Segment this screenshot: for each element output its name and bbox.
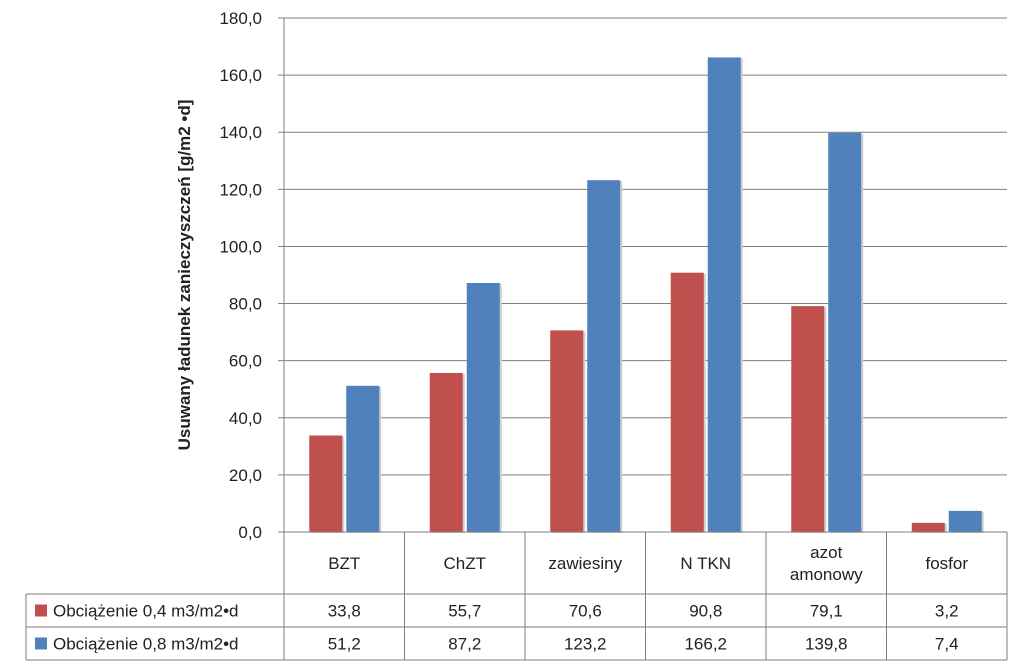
legend-label: Obciążenie 0,8 m3/m2•d: [53, 635, 239, 654]
category-label: N TKN: [680, 554, 731, 573]
table-value: 79,1: [810, 602, 843, 621]
table-value: 123,2: [564, 635, 607, 654]
y-tick-label: 100,0: [219, 237, 262, 256]
table-value: 7,4: [935, 635, 959, 654]
category-label: amonowy: [790, 565, 863, 584]
y-tick-label: 0,0: [238, 523, 262, 542]
bar: [309, 435, 343, 532]
bar: [346, 385, 380, 532]
bar: [429, 372, 463, 532]
y-tick-label: 40,0: [229, 409, 262, 428]
y-tick-label: 160,0: [219, 66, 262, 85]
table-value: 87,2: [448, 635, 481, 654]
bar: [587, 180, 621, 532]
bar: [911, 522, 945, 532]
y-tick-label: 180,0: [219, 9, 262, 28]
bar: [550, 330, 584, 532]
bar: [670, 272, 704, 532]
bar: [466, 282, 500, 532]
bar: [948, 510, 982, 532]
y-tick-label: 120,0: [219, 180, 262, 199]
legend-label: Obciążenie 0,4 m3/m2•d: [53, 602, 239, 621]
table-value: 70,6: [569, 602, 602, 621]
bar: [707, 57, 741, 532]
category-label: fosfor: [925, 554, 968, 573]
y-tick-label: 140,0: [219, 123, 262, 142]
category-label: ChZT: [444, 554, 487, 573]
y-tick-label: 60,0: [229, 352, 262, 371]
bar: [791, 306, 825, 532]
table-value: 33,8: [328, 602, 361, 621]
y-tick-label: 20,0: [229, 466, 262, 485]
table-value: 90,8: [689, 602, 722, 621]
legend-swatch: [35, 604, 47, 617]
table-value: 3,2: [935, 602, 959, 621]
table-value: 166,2: [684, 635, 727, 654]
category-label: BZT: [328, 554, 360, 573]
y-axis-title: Usuwany ładunek zanieczyszczeń [g/m2 •d]: [175, 100, 194, 451]
category-label: azot: [810, 543, 842, 562]
bar: [828, 132, 862, 532]
category-label: zawiesiny: [548, 554, 622, 573]
y-tick-label: 80,0: [229, 295, 262, 314]
table-value: 139,8: [805, 635, 848, 654]
table-value: 55,7: [448, 602, 481, 621]
table-value: 51,2: [328, 635, 361, 654]
legend-swatch: [35, 637, 47, 650]
